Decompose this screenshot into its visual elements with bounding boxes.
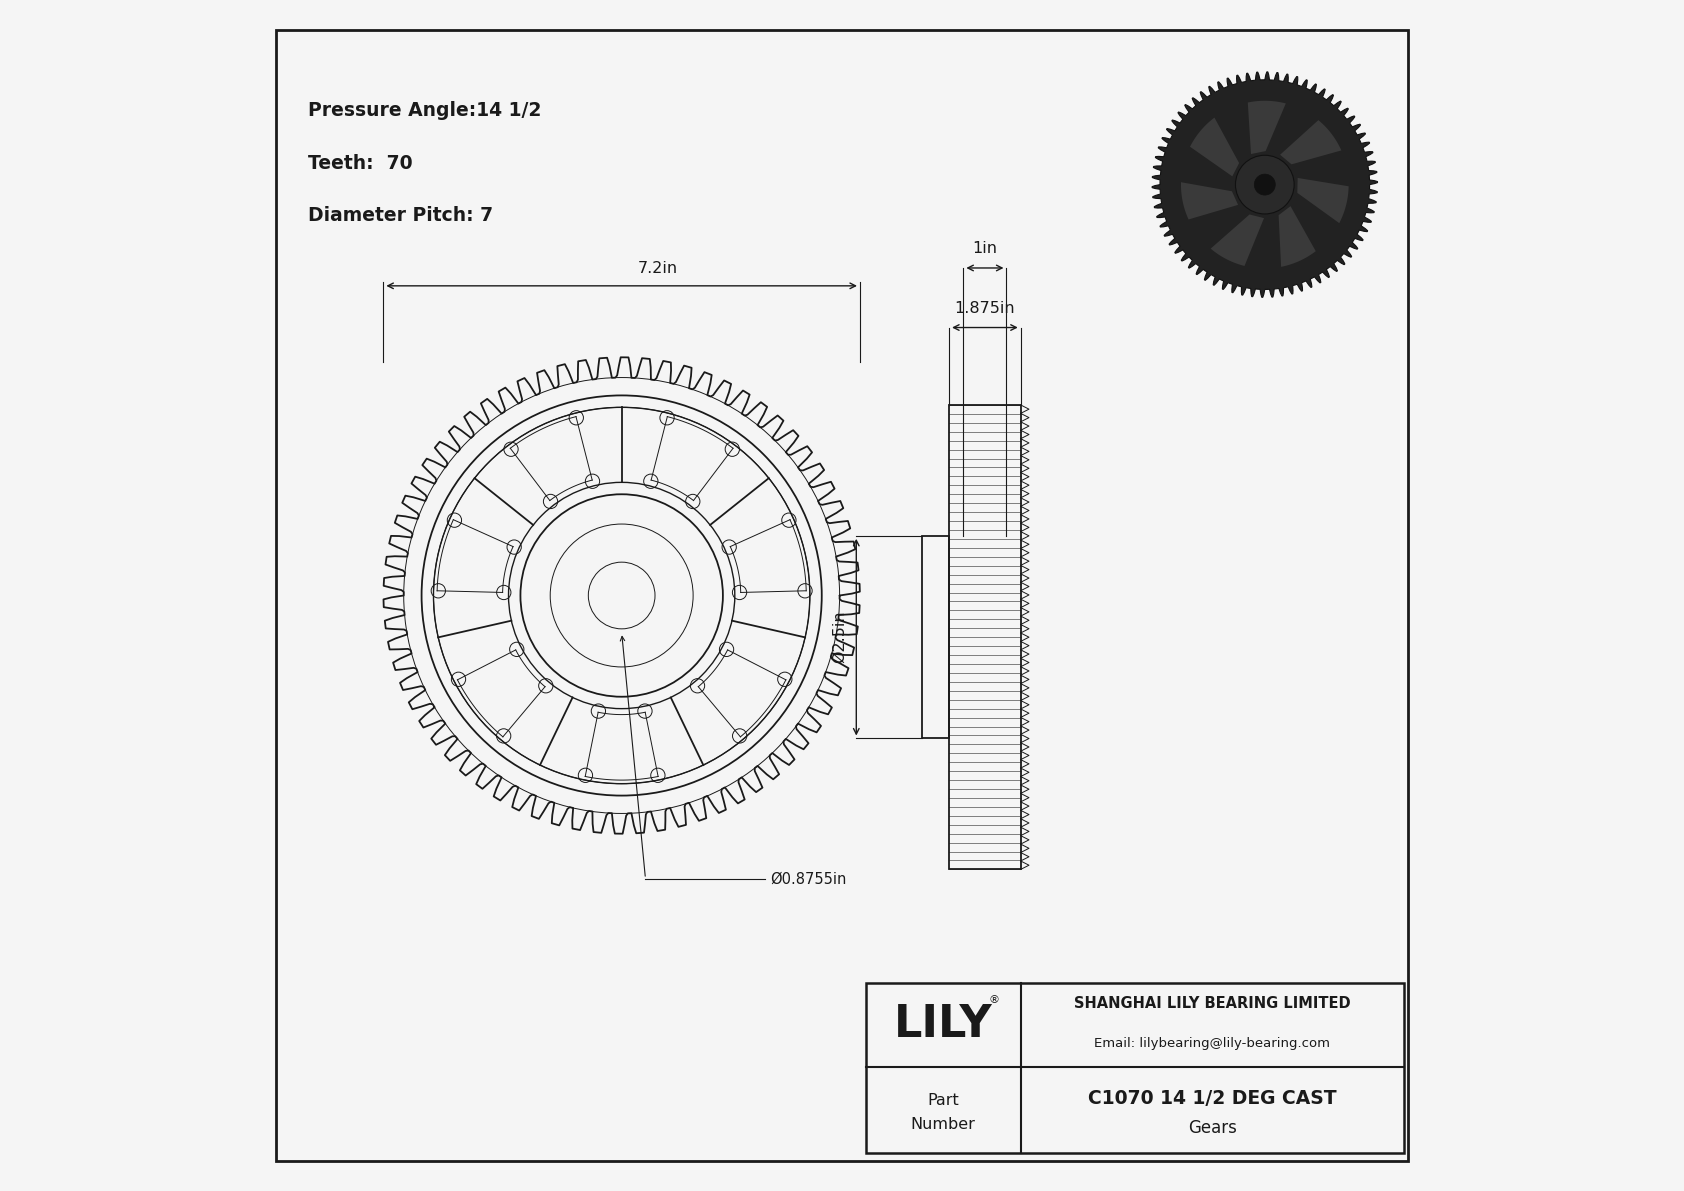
Polygon shape — [1152, 71, 1378, 298]
Text: ®: ® — [989, 996, 1000, 1005]
Text: Part: Part — [928, 1093, 960, 1108]
Text: Teeth:  70: Teeth: 70 — [308, 154, 413, 173]
Text: Ø2.5in: Ø2.5in — [832, 611, 847, 663]
Bar — [950, 405, 1021, 869]
Text: Pressure Angle:14 1/2: Pressure Angle:14 1/2 — [308, 101, 542, 120]
Polygon shape — [1280, 120, 1342, 164]
Polygon shape — [1278, 206, 1315, 267]
Polygon shape — [1297, 177, 1349, 223]
Bar — [866, 983, 1404, 1153]
Text: 1in: 1in — [972, 241, 997, 256]
Circle shape — [1236, 155, 1293, 214]
Text: Email: lilybearing@lily-bearing.com: Email: lilybearing@lily-bearing.com — [1095, 1037, 1330, 1050]
Text: LILY: LILY — [894, 1003, 992, 1047]
Text: Gears: Gears — [1187, 1118, 1236, 1137]
Polygon shape — [1211, 214, 1265, 266]
Text: Number: Number — [911, 1117, 975, 1131]
Text: Diameter Pitch: 7: Diameter Pitch: 7 — [308, 206, 493, 225]
Bar — [921, 536, 950, 738]
Circle shape — [1255, 174, 1275, 195]
Text: SHANGHAI LILY BEARING LIMITED: SHANGHAI LILY BEARING LIMITED — [1074, 996, 1351, 1011]
Text: C1070 14 1/2 DEG CAST: C1070 14 1/2 DEG CAST — [1088, 1089, 1337, 1108]
Polygon shape — [1248, 101, 1287, 154]
Polygon shape — [1191, 118, 1239, 176]
Polygon shape — [1180, 182, 1238, 219]
Text: 1.875in: 1.875in — [955, 300, 1015, 316]
Text: 7.2in: 7.2in — [637, 261, 677, 276]
Text: Ø0.8755in: Ø0.8755in — [771, 872, 847, 886]
